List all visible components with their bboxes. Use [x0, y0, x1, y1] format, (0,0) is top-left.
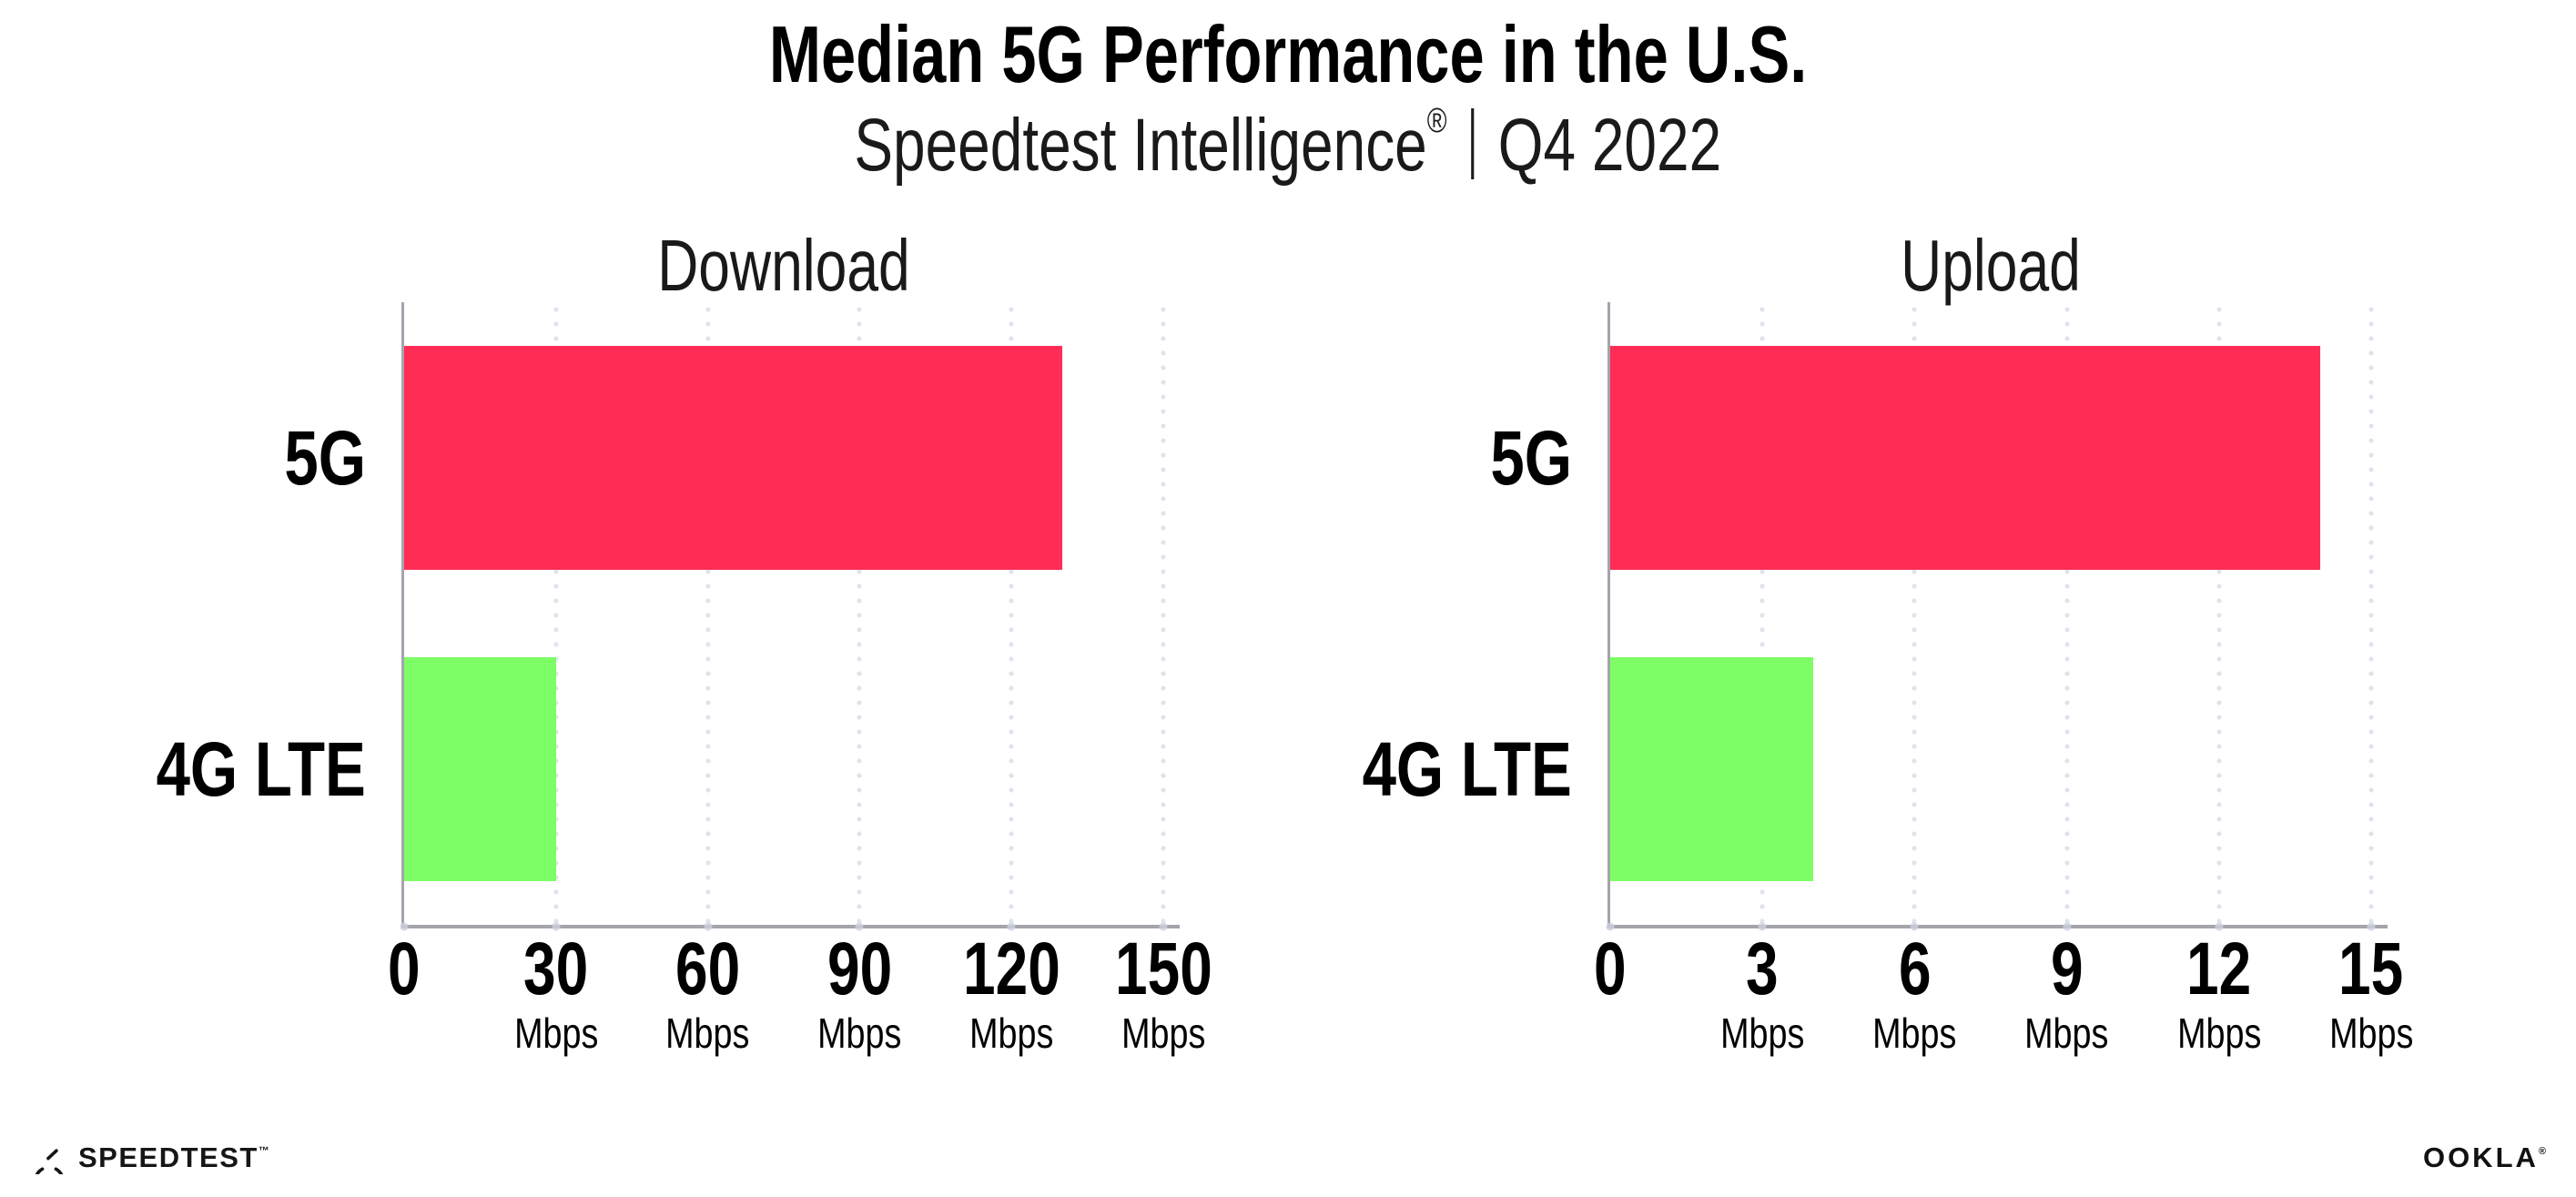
- tick-number: 0: [1594, 928, 1627, 1010]
- gridline: [705, 302, 711, 925]
- tick-unit: Mbps: [665, 1009, 750, 1057]
- axis-tick-dot: [1910, 922, 1919, 931]
- gridline: [1009, 302, 1014, 925]
- tick-number: 60: [675, 928, 741, 1010]
- x-tick-12: 12 Mbps: [2083, 928, 2356, 1057]
- page-subtitle-text: Speedtest Intelligence® Q4 2022: [855, 102, 1722, 188]
- speedtest-wordmark: SPEEDTEST™: [78, 1141, 269, 1173]
- trademark-symbol: ™: [258, 1143, 269, 1157]
- tick-unit: Mbps: [513, 1009, 598, 1057]
- x-tick-3: 3 Mbps: [1626, 928, 1899, 1057]
- subtitle-brand: Speedtest Intelligence: [854, 104, 1428, 187]
- tick-number: 0: [388, 928, 421, 1010]
- y-axis-line: [401, 302, 404, 928]
- axis-tick-dot: [2215, 922, 2224, 931]
- x-axis-line: [404, 925, 1180, 928]
- gridline: [857, 302, 862, 925]
- tick-unit: Mbps: [2024, 1009, 2109, 1057]
- axis-tick-dot: [1606, 922, 1615, 931]
- x-tick-120: 120 Mbps: [875, 928, 1148, 1057]
- x-tick-90: 90 Mbps: [723, 928, 996, 1057]
- tick-number: 15: [2338, 928, 2404, 1010]
- tick-unit: Mbps: [969, 1009, 1054, 1057]
- gridline: [2216, 302, 2222, 925]
- axis-tick-dot: [1159, 922, 1168, 931]
- category-label-4g-lte: 4G LTE: [156, 726, 366, 812]
- category-label-4g-lte: 4G LTE: [1362, 726, 1572, 812]
- axis-tick-dot: [1007, 922, 1016, 931]
- tick-number: 9: [2050, 928, 2084, 1010]
- axis-tick-dot: [2063, 922, 2072, 931]
- bar-5g: [1610, 346, 2321, 570]
- speedtest-gauge-icon: [35, 1149, 64, 1174]
- x-tick-15: 15 Mbps: [2235, 928, 2508, 1057]
- tick-unit: Mbps: [1872, 1009, 1957, 1057]
- subtitle-period: Q4 2022: [1498, 104, 1722, 187]
- ookla-registered-symbol: ®: [2538, 1146, 2546, 1157]
- tick-unit: Mbps: [2176, 1009, 2261, 1057]
- tick-number: 120: [962, 928, 1060, 1010]
- tick-number: 3: [1746, 928, 1779, 1010]
- tick-number: 30: [523, 928, 589, 1010]
- tick-unit: Mbps: [817, 1009, 902, 1057]
- x-tick-60: 60 Mbps: [572, 928, 845, 1057]
- tick-unit: Mbps: [1720, 1009, 1805, 1057]
- gridline: [553, 302, 559, 925]
- download-plot-area: [404, 302, 1166, 925]
- axis-tick-dot: [2367, 922, 2376, 931]
- ookla-logo: OOKLA®: [2423, 1143, 2546, 1172]
- y-axis-line: [1607, 302, 1610, 928]
- x-tick-30: 30 Mbps: [420, 928, 693, 1057]
- tick-number: 150: [1114, 928, 1212, 1010]
- tick-unit: Mbps: [1121, 1009, 1206, 1057]
- upload-chart-title: Upload: [1901, 225, 2081, 306]
- bar-4g-lte: [1610, 657, 1813, 881]
- upload-plot-area: [1610, 302, 2374, 925]
- gridline: [2064, 302, 2070, 925]
- x-tick-0: 0: [268, 932, 541, 1007]
- gridline: [2368, 302, 2374, 925]
- category-label-5g: 5G: [1490, 415, 1572, 501]
- bar-5g: [404, 346, 1062, 570]
- gridline: [1912, 302, 1917, 925]
- page-title: Median 5G Performance in the U.S.: [0, 9, 2576, 99]
- speedtest-logo: SPEEDTEST™: [32, 1140, 269, 1174]
- subtitle-divider: [1471, 108, 1475, 179]
- bar-4g-lte: [404, 657, 556, 881]
- axis-tick-dot: [1758, 922, 1767, 931]
- category-label-5g: 5G: [284, 415, 366, 501]
- axis-tick-dot: [704, 922, 713, 931]
- x-axis-line: [1610, 925, 2388, 928]
- x-tick-9: 9 Mbps: [1931, 928, 2204, 1057]
- axis-tick-dot: [855, 922, 864, 931]
- x-tick-0: 0: [1474, 932, 1747, 1007]
- axis-tick-dot: [400, 922, 409, 931]
- x-tick-6: 6 Mbps: [1778, 928, 2051, 1057]
- gridline: [1760, 302, 1765, 925]
- tick-unit: Mbps: [2328, 1009, 2414, 1057]
- tick-number: 12: [2186, 928, 2252, 1010]
- download-chart-title: Download: [657, 225, 910, 306]
- tick-number: 6: [1898, 928, 1932, 1010]
- axis-tick-dot: [552, 922, 561, 931]
- tick-number: 90: [827, 928, 892, 1010]
- page-subtitle: Speedtest Intelligence® Q4 2022: [0, 102, 2576, 188]
- ookla-wordmark: OOKLA: [2422, 1141, 2539, 1173]
- registered-symbol: ®: [1427, 102, 1447, 140]
- x-tick-150: 150 Mbps: [1027, 928, 1300, 1057]
- gridline: [1161, 302, 1166, 925]
- page-title-text: Median 5G Performance in the U.S.: [768, 9, 1808, 99]
